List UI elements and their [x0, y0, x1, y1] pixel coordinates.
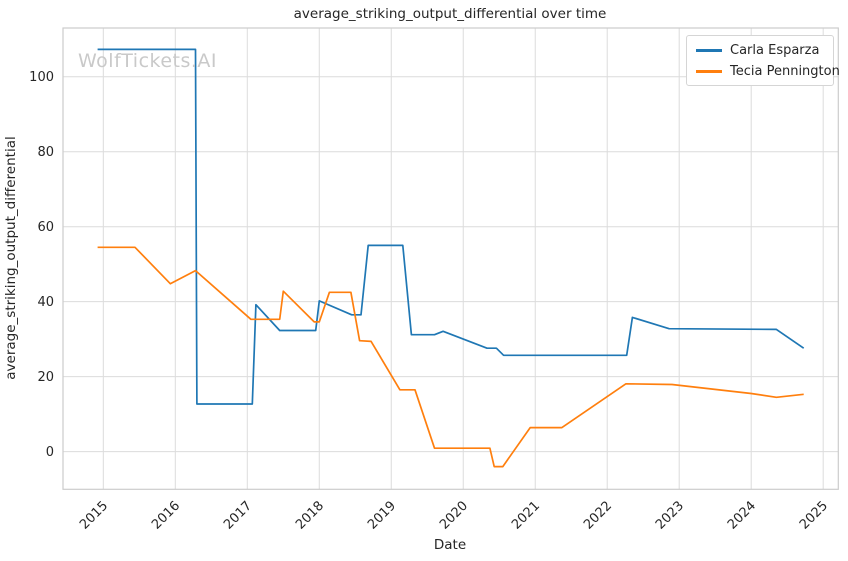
y-tick-label: 20: [37, 370, 54, 385]
legend-label: Tecia Pennington: [730, 64, 840, 79]
legend-item-carla-esparza: Carla Esparza: [696, 43, 824, 58]
chart-title: average_striking_output_differential ove…: [294, 6, 607, 22]
legend-line-orange-icon: [696, 70, 722, 73]
y-tick-label: 40: [37, 295, 54, 310]
x-tick-label: 2018: [293, 499, 327, 533]
x-tick-label: 2023: [653, 499, 687, 533]
x-tick-label: 2017: [221, 499, 255, 533]
x-tick-label: 2022: [581, 499, 615, 533]
x-tick-label: 2019: [365, 499, 399, 533]
y-tick-label: 0: [46, 445, 54, 460]
y-tick-label: 80: [37, 145, 54, 160]
series-lines: [97, 48, 805, 468]
legend-label: Carla Esparza: [730, 43, 820, 58]
watermark: WolfTickets.AI: [78, 50, 217, 72]
legend: Carla Esparza Tecia Pennington: [686, 35, 840, 86]
x-tick-label: 2020: [437, 499, 471, 533]
y-tick-label: 100: [29, 70, 54, 85]
x-tick-label: 2025: [797, 499, 831, 533]
y-axis-label: average_striking_output_differential: [3, 136, 19, 379]
x-tick-label: 2016: [149, 499, 183, 533]
y-tick-label: 60: [37, 220, 54, 235]
legend-item-tecia-pennington: Tecia Pennington: [696, 64, 840, 79]
series-line-tecia-pennington: [97, 246, 804, 468]
grid-lines: [62, 27, 839, 490]
plot-border: [62, 27, 839, 490]
x-tick-label: 2021: [509, 499, 543, 533]
x-tick-label: 2024: [725, 499, 759, 533]
x-axis-label: Date: [434, 537, 466, 553]
legend-line-blue-icon: [696, 49, 722, 52]
x-tick-label: 2015: [77, 499, 111, 533]
series-line-carla-esparza: [97, 48, 805, 405]
